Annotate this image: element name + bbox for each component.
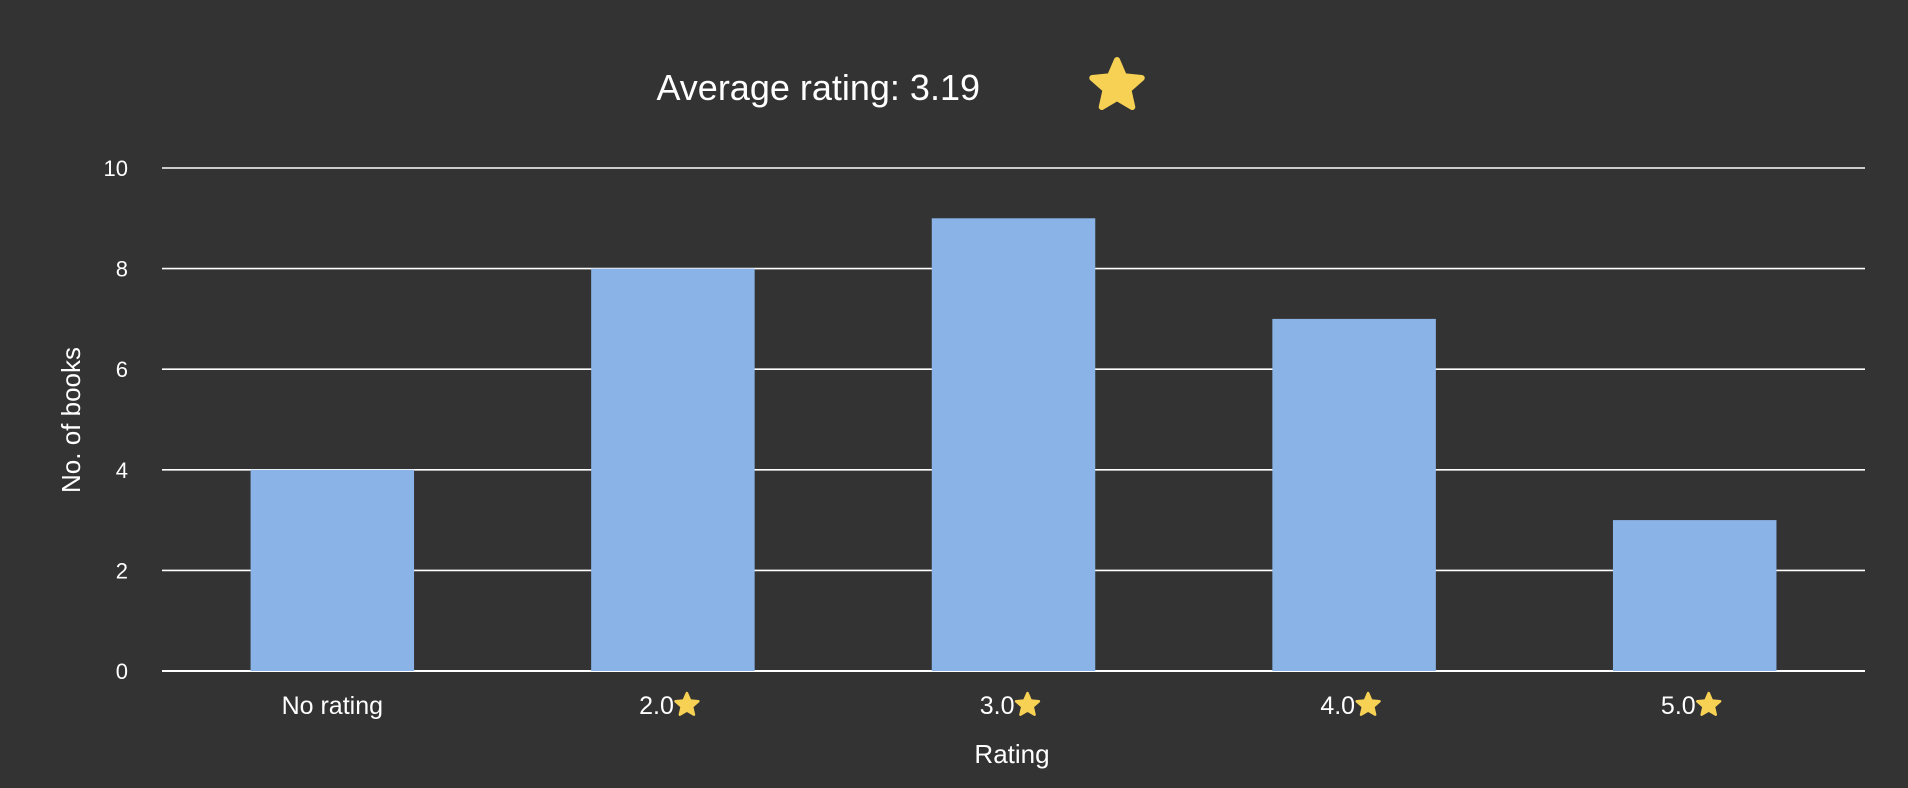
star-icon [1014, 691, 1041, 716]
bar [591, 268, 755, 671]
y-tick-labels: 0 2 4 6 8 10 [104, 156, 128, 684]
x-category-label: 3.0 [980, 691, 1041, 720]
y-tick-label: 8 [116, 257, 128, 282]
y-tick-label: 6 [116, 357, 128, 382]
y-tick-label: 10 [104, 156, 128, 181]
x-tick-label: 3.0 [980, 692, 1015, 720]
x-category-label: 5.0 [1661, 691, 1722, 720]
x-tick-label: 2.0 [639, 692, 674, 720]
x-category-labels: No rating 2.0 3.0 4.0 5.0 [282, 691, 1722, 720]
x-axis-label: Rating [974, 739, 1049, 769]
star-icon [1089, 57, 1145, 111]
chart-title: Average rating: 3.19 [656, 67, 980, 108]
bar [1612, 520, 1777, 671]
bar [250, 469, 415, 671]
y-tick-label: 4 [116, 458, 128, 483]
x-category-label: 4.0 [1320, 691, 1381, 720]
x-category-label: 2.0 [639, 691, 700, 720]
x-tick-label: 4.0 [1320, 692, 1355, 720]
chart-title-group: Average rating: 3.19 [656, 57, 1145, 111]
x-tick-label: No rating [282, 692, 383, 720]
bars [250, 218, 1777, 672]
star-icon [1696, 691, 1722, 716]
star-icon [674, 691, 700, 716]
y-tick-label: 2 [116, 558, 128, 583]
star-icon [1355, 691, 1381, 716]
bar [931, 218, 1096, 672]
x-tick-label: 5.0 [1661, 692, 1696, 720]
bar [1272, 318, 1436, 671]
x-category-label: No rating [282, 692, 383, 720]
y-axis-label: No. of books [56, 347, 86, 493]
y-tick-label: 0 [116, 659, 128, 684]
